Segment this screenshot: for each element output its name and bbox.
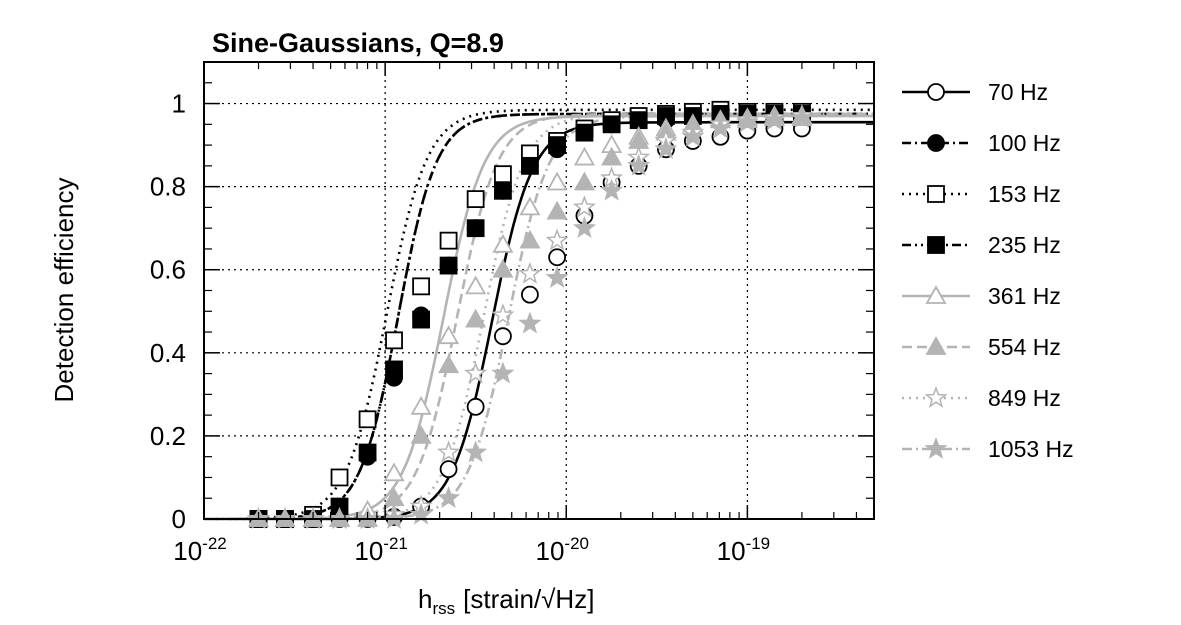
data-point: [575, 123, 594, 142]
data-point: [573, 146, 595, 166]
data-point: [572, 195, 597, 218]
data-point: [602, 115, 621, 134]
data-point: [494, 165, 512, 184]
data-point: [492, 258, 514, 278]
legend-marker: [925, 285, 947, 304]
legend-label: 100 Hz: [988, 130, 1061, 156]
data-point: [600, 178, 624, 201]
tick-labels: 10-22 10-21 10-20 10-19 0 0.2 0.4 0.6 0.8 1: [150, 89, 770, 566]
y-tick-label: 0.8: [150, 172, 186, 202]
x-tick-label: 10-20: [536, 534, 590, 566]
data-point: [491, 303, 515, 326]
fit-curve: [204, 112, 874, 521]
x-axis-label-units: [strain/√Hz]: [463, 584, 594, 614]
x-tick-label: 10-21: [354, 534, 408, 566]
y-tick-label: 0.2: [150, 421, 186, 451]
legend-marker: [925, 336, 947, 355]
data-point: [385, 331, 403, 350]
y-tick-label: 0: [172, 504, 186, 534]
legend-marker: [927, 236, 945, 254]
legend-marker: [924, 436, 948, 459]
data-point: [439, 231, 458, 250]
x-tick-label: 10-19: [717, 534, 771, 566]
data-point: [358, 443, 377, 462]
data-point: [790, 105, 814, 128]
x-tick-label: 10-22: [173, 534, 227, 566]
data-point: [438, 325, 460, 345]
data-point: [412, 310, 431, 329]
data-point: [521, 156, 539, 175]
data-point: [494, 327, 512, 346]
data-point: [358, 410, 377, 429]
y-tick-label: 0.6: [150, 255, 186, 285]
legend-label: 361 Hz: [988, 283, 1061, 309]
x-axis-label-subscript: rss: [432, 599, 455, 618]
data-point: [464, 440, 488, 463]
data-point: [439, 256, 458, 275]
data-point: [518, 311, 542, 334]
data-point: [735, 110, 759, 133]
y-tick-label: 1: [172, 89, 186, 119]
data-point: [385, 360, 403, 379]
data-point: [629, 111, 648, 130]
data-point: [546, 171, 568, 191]
data-point: [519, 229, 541, 249]
data-point: [572, 216, 597, 239]
data-point: [654, 137, 678, 160]
data-point: [494, 181, 512, 200]
data-point: [464, 361, 488, 384]
data-point: [519, 196, 541, 216]
data-point: [466, 219, 485, 238]
data-point: [383, 462, 405, 482]
legend-label: 70 Hz: [988, 79, 1048, 105]
legend-label: 153 Hz: [988, 181, 1061, 207]
data-point: [627, 153, 651, 176]
data-point: [545, 228, 569, 251]
legend-label: 235 Hz: [988, 232, 1061, 258]
legend-marker: [924, 385, 948, 408]
data-point: [491, 361, 515, 384]
data-point: [762, 108, 786, 131]
data-point: [492, 233, 514, 253]
data-point: [466, 397, 485, 416]
data-point: [410, 425, 432, 444]
legend-marker: [927, 134, 945, 152]
data-point: [518, 261, 542, 284]
data-point: [410, 395, 432, 415]
data-point: [465, 275, 487, 295]
data-point: [437, 486, 461, 509]
data-point: [439, 460, 458, 479]
legend-label: 1053 Hz: [988, 436, 1074, 462]
data-point: [438, 354, 460, 374]
y-axis-label: Detection efficiency: [49, 178, 79, 403]
data-point: [330, 468, 349, 487]
data-point: [548, 136, 566, 154]
x-axis-label: hrss [strain/√Hz]: [418, 584, 594, 618]
legend-label: 554 Hz: [988, 334, 1061, 360]
axis-ticks: [203, 62, 874, 520]
legend-label: 849 Hz: [988, 385, 1061, 411]
data-point: [548, 248, 566, 267]
x-axis-label-main: h: [418, 584, 432, 614]
data-point: [412, 277, 431, 296]
y-tick-label: 0.4: [150, 338, 186, 368]
data-point: [573, 171, 595, 191]
data-point: [521, 285, 539, 304]
data-point: [437, 440, 461, 463]
fit-curve: [204, 114, 874, 521]
data-point: [601, 146, 623, 166]
legend: 70 Hz 100 Hz 153 Hz 235 Hz 361 Hz 554 Hz 849 H…: [902, 79, 1074, 462]
data-point: [546, 200, 568, 220]
data-point: [708, 116, 733, 139]
legend-marker: [927, 185, 945, 203]
legend-marker: [927, 83, 945, 101]
data-point: [466, 190, 485, 209]
data-point: [545, 265, 569, 288]
data-point: [681, 124, 705, 147]
grid-lines: [204, 62, 874, 519]
chart-title: Sine-Gaussians, Q=8.9: [212, 28, 504, 58]
data-point: [465, 308, 487, 328]
